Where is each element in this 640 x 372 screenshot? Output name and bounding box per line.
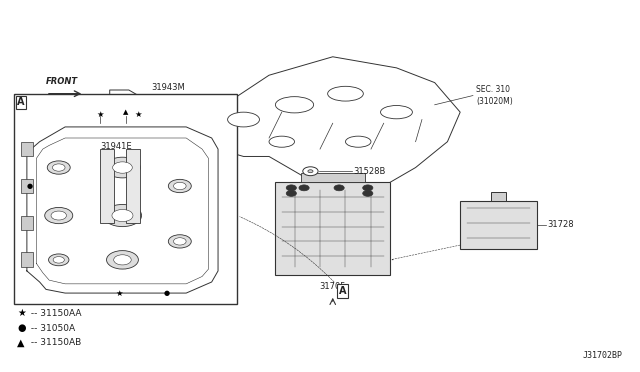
Text: ★: ★	[116, 289, 123, 298]
Circle shape	[308, 170, 313, 173]
Circle shape	[114, 255, 131, 265]
Text: ★: ★	[97, 109, 104, 119]
Text: ●: ●	[27, 183, 33, 189]
Text: FRONT: FRONT	[46, 77, 78, 86]
Text: A: A	[339, 286, 346, 296]
Text: 31941E: 31941E	[100, 142, 132, 151]
Text: -- 31050A: -- 31050A	[28, 324, 76, 333]
Circle shape	[53, 257, 65, 263]
Text: 31728: 31728	[547, 220, 574, 229]
Text: ▲: ▲	[17, 338, 25, 348]
Ellipse shape	[346, 136, 371, 147]
Bar	[20, 253, 33, 267]
Circle shape	[52, 164, 65, 171]
Circle shape	[49, 254, 69, 266]
Circle shape	[173, 238, 186, 245]
Ellipse shape	[328, 86, 364, 101]
Circle shape	[334, 185, 344, 191]
Circle shape	[286, 185, 296, 191]
Text: 31705: 31705	[319, 282, 346, 291]
Circle shape	[47, 161, 70, 174]
Circle shape	[363, 190, 373, 196]
Circle shape	[103, 205, 141, 227]
Bar	[20, 215, 33, 230]
Bar	[20, 179, 33, 193]
Circle shape	[173, 182, 186, 190]
Text: A: A	[17, 97, 25, 108]
Text: SEC. 310
(31020M): SEC. 310 (31020M)	[476, 86, 513, 106]
Ellipse shape	[381, 106, 412, 119]
Bar	[109, 112, 148, 134]
Ellipse shape	[269, 136, 294, 147]
Circle shape	[303, 167, 318, 176]
Text: ★: ★	[17, 308, 26, 318]
Circle shape	[168, 235, 191, 248]
Text: 31943M: 31943M	[151, 83, 185, 92]
Circle shape	[45, 208, 73, 224]
Bar	[125, 149, 140, 223]
Bar	[491, 192, 506, 201]
Circle shape	[104, 157, 140, 178]
Ellipse shape	[228, 112, 259, 127]
Bar	[275, 182, 390, 275]
Ellipse shape	[275, 97, 314, 113]
Text: ▲: ▲	[123, 109, 129, 115]
Text: -- 31150AB: -- 31150AB	[28, 339, 81, 347]
Circle shape	[286, 190, 296, 196]
Text: ●: ●	[164, 290, 170, 296]
Text: ●: ●	[17, 323, 26, 333]
Circle shape	[106, 251, 138, 269]
Bar	[20, 142, 33, 157]
Bar	[460, 201, 537, 249]
Text: -- 31150AA: -- 31150AA	[28, 309, 82, 318]
Circle shape	[299, 185, 309, 191]
Bar	[14, 94, 237, 304]
Circle shape	[112, 209, 133, 222]
Text: J31702BP: J31702BP	[582, 350, 623, 359]
Circle shape	[168, 179, 191, 193]
Text: 31528B: 31528B	[353, 167, 385, 176]
Bar	[100, 149, 114, 223]
Circle shape	[363, 185, 373, 191]
Text: ★: ★	[134, 109, 142, 119]
Circle shape	[113, 162, 132, 173]
Bar	[301, 173, 365, 182]
Circle shape	[51, 211, 67, 220]
